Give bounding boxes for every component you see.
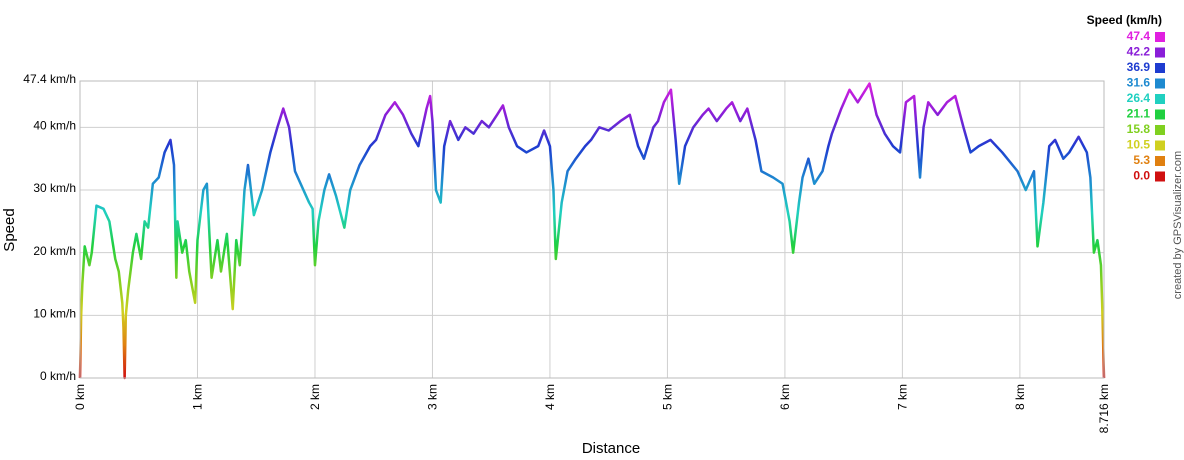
x-tick-label: 5 km [661,384,675,410]
legend-swatch [1155,94,1165,104]
y-tick-label: 40 km/h [33,119,76,133]
legend-swatch [1155,47,1165,58]
legend-swatch [1155,171,1165,182]
legend-swatch [1155,156,1165,166]
x-tick-label: 4 km [543,384,557,410]
x-tick-label: 1 km [191,384,205,410]
x-tick-label: 8.716 km [1097,384,1111,433]
legend-label: 15.8 [1127,122,1151,136]
y-tick-label: 0 km/h [40,369,76,383]
legend-swatch [1155,125,1165,135]
legend-label: 36.9 [1127,60,1151,74]
x-tick-label: 7 km [896,384,910,410]
y-tick-label: 47.4 km/h [23,72,76,86]
x-tick-label: 0 km [73,384,87,410]
y-tick-label: 30 km/h [33,181,76,195]
speed-line [78,82,1106,380]
legend-label: 42.2 [1127,45,1151,59]
legend-swatch [1155,78,1165,89]
x-tick-label: 3 km [426,384,440,410]
legend-label: 0.0 [1133,169,1150,183]
legend-label: 21.1 [1127,107,1151,121]
legend-label: 26.4 [1127,91,1151,105]
legend-label: 31.6 [1127,76,1151,90]
legend-swatch [1155,63,1165,73]
x-axis-label: Distance [582,440,640,457]
credit: created by GPSVisualizer.com [1172,151,1184,299]
y-axis-label: Speed [1,208,18,251]
plot-frame [79,80,1105,379]
legend-label: 10.5 [1127,138,1151,152]
legend-swatch [1155,140,1165,151]
legend-label: 5.3 [1133,153,1150,167]
y-tick-label: 10 km/h [33,307,76,321]
legend-title: Speed (km/h) [1087,13,1162,27]
x-tick-label: 2 km [308,384,322,410]
legend-label: 47.4 [1127,29,1151,43]
x-tick-label: 8 km [1013,384,1027,410]
x-tick-label: 6 km [778,384,792,410]
legend-swatch [1155,109,1165,120]
y-tick-label: 20 km/h [33,244,76,258]
legend-swatch [1155,32,1165,42]
